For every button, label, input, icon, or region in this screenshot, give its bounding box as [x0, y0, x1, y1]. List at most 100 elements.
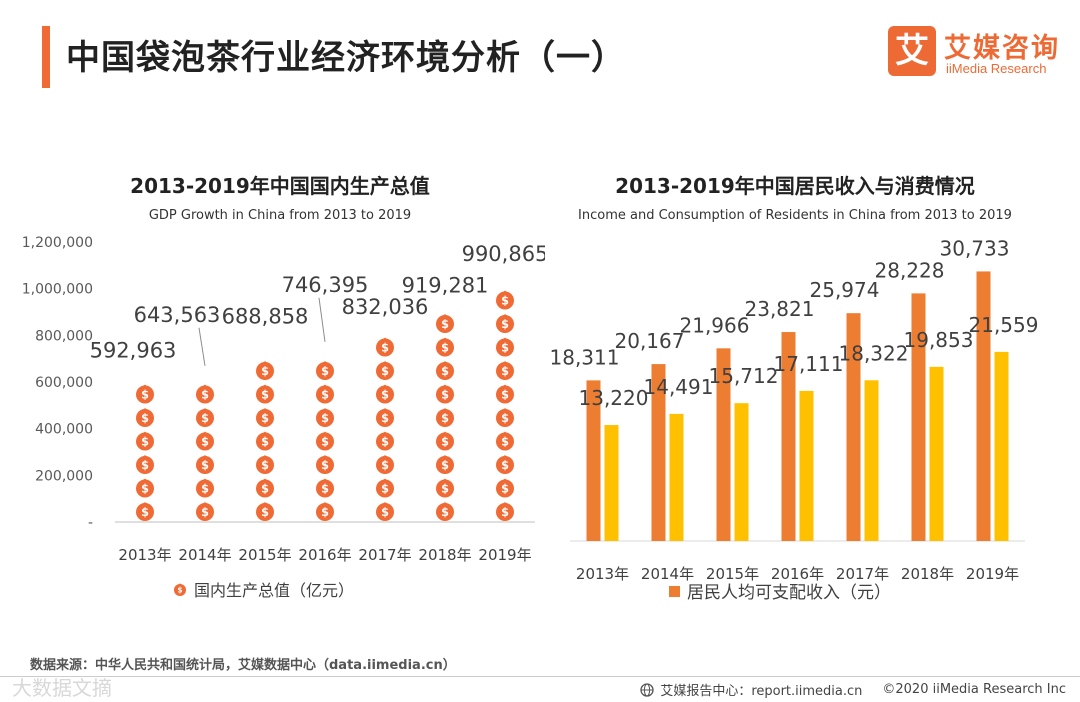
- gdp-y-tick-label: 400,000: [35, 422, 93, 438]
- svg-text:$: $: [141, 482, 149, 495]
- gdp-y-tick-label: 800,000: [35, 328, 93, 344]
- watermark: 大数据文摘: [12, 676, 112, 700]
- logo-name-en: iiMedia Research: [946, 61, 1047, 76]
- gdp-data-label: 746,395: [282, 273, 369, 297]
- gdp-x-tick-label: 2017年: [358, 546, 411, 564]
- money-bag-icon: $: [136, 431, 154, 451]
- svg-text:$: $: [441, 506, 449, 519]
- money-bag-icon: $: [256, 361, 274, 380]
- money-bag-icon: $: [196, 408, 214, 427]
- money-bag-icon: $: [496, 290, 514, 310]
- gdp-y-tick-label: 1,200,000: [22, 235, 93, 251]
- money-bag-icon: $: [376, 361, 394, 380]
- gdp-chart-subtitle: GDP Growth in China from 2013 to 2019: [148, 208, 412, 223]
- svg-text:$: $: [501, 341, 509, 354]
- svg-text:$: $: [261, 482, 269, 495]
- consumption-data-label: 13,220: [579, 386, 649, 410]
- consumption-bar: [669, 413, 684, 541]
- report-center-link[interactable]: 艾媒报告中心：report.iimedia.cn: [660, 684, 863, 699]
- footer-divider: [0, 676, 1080, 677]
- page-title: 中国袋泡茶行业经济环境分析（一）: [66, 38, 626, 78]
- gdp-bar: $ $ $ $ $ $: [136, 384, 154, 521]
- consumption-bar: [864, 380, 879, 541]
- money-bag-icon: $: [376, 455, 394, 474]
- income-data-label: 30,733: [940, 236, 1010, 260]
- money-bag-icon: $: [496, 384, 514, 404]
- money-bag-icon: $: [196, 455, 214, 474]
- consumption-data-label: 18,322: [839, 341, 909, 365]
- footer: 艾媒报告中心：report.iimedia.cn ©2020 iiMedia R…: [640, 680, 1066, 699]
- money-bag-icon: $: [196, 384, 214, 404]
- income-data-label: 25,974: [810, 278, 880, 302]
- money-bag-icon: $: [136, 502, 154, 521]
- iimedia-logo: 艾 艾媒咨询 iiMedia Research: [888, 26, 1068, 82]
- money-bag-icon: $: [316, 478, 334, 498]
- money-bag-icon: $: [496, 455, 514, 474]
- money-bag-icon: $: [496, 502, 514, 521]
- money-bag-icon: $: [496, 361, 514, 380]
- gdp-y-tick-label: 1,000,000: [22, 282, 93, 298]
- money-bag-icon: $: [436, 384, 454, 404]
- money-bag-icon: $: [496, 314, 514, 333]
- income-x-tick-label: 2013年: [576, 565, 629, 583]
- svg-text:$: $: [261, 388, 269, 401]
- svg-text:$: $: [321, 506, 329, 519]
- data-source-note: 数据来源：中华人民共和国统计局，艾媒数据中心（data.iimedia.cn）: [30, 658, 456, 673]
- gdp-data-label: 832,036: [342, 295, 429, 319]
- income-bar: [716, 348, 731, 541]
- copyright: ©2020 iiMedia Research Inc: [882, 682, 1066, 697]
- legend-money-bag-icon: $: [174, 583, 186, 596]
- consumption-data-label: 14,491: [644, 375, 714, 399]
- money-bag-icon: $: [316, 384, 334, 404]
- money-bag-icon: $: [256, 384, 274, 404]
- money-bag-icon: $: [436, 502, 454, 521]
- gdp-y-tick-label: 600,000: [35, 375, 93, 391]
- svg-text:$: $: [201, 435, 209, 448]
- income-x-tick-label: 2017年: [836, 565, 889, 583]
- title-accent-bar: [42, 26, 50, 88]
- money-bag-icon: $: [136, 384, 154, 404]
- gdp-y-tick-label: 200,000: [35, 468, 93, 484]
- income-chart-title: 2013-2019年中国居民收入与消费情况: [615, 174, 975, 198]
- svg-text:$: $: [381, 459, 389, 472]
- consumption-bar: [604, 425, 619, 541]
- svg-text:$: $: [141, 388, 149, 401]
- gdp-data-label: 919,281: [402, 274, 489, 298]
- income-x-tick-label: 2018年: [901, 565, 954, 583]
- svg-text:$: $: [381, 388, 389, 401]
- gdp-label-leader: [198, 327, 206, 366]
- income-x-tick-label: 2014年: [641, 565, 694, 583]
- income-bar: [651, 364, 666, 541]
- money-bag-icon: $: [316, 431, 334, 451]
- logo-mark: 艾: [888, 26, 936, 76]
- gdp-x-tick-label: 2015年: [238, 546, 291, 564]
- money-bag-icon: $: [256, 455, 274, 474]
- svg-text:$: $: [381, 365, 389, 378]
- gdp-x-tick-label: 2014年: [178, 546, 231, 564]
- svg-text:$: $: [441, 412, 449, 425]
- money-bag-icon: $: [436, 455, 454, 474]
- gdp-label-leader: [318, 297, 326, 342]
- svg-text:$: $: [381, 412, 389, 425]
- svg-text:$: $: [441, 482, 449, 495]
- svg-text:$: $: [381, 482, 389, 495]
- consumption-bar: [929, 366, 944, 541]
- money-bag-icon: $: [376, 384, 394, 404]
- svg-text:$: $: [441, 388, 449, 401]
- svg-text:$: $: [141, 412, 149, 425]
- money-bag-icon: $: [496, 408, 514, 427]
- svg-text:$: $: [141, 506, 149, 519]
- income-bar: [781, 332, 796, 541]
- money-bag-icon: $: [316, 502, 334, 521]
- consumption-data-label: 15,712: [709, 364, 779, 388]
- income-legend-label: 居民人均可支配收入（元）: [687, 583, 891, 603]
- logo-name-cn: 艾媒咨询: [944, 33, 1060, 64]
- gdp-x-tick-label: 2018年: [418, 546, 471, 564]
- money-bag-icon: $: [316, 408, 334, 427]
- money-bag-icon: $: [256, 431, 274, 451]
- svg-text:$: $: [501, 435, 509, 448]
- money-bag-icon: $: [196, 502, 214, 521]
- income-bar: [586, 380, 601, 541]
- consumption-bar: [994, 351, 1009, 541]
- money-bag-icon: $: [496, 337, 514, 357]
